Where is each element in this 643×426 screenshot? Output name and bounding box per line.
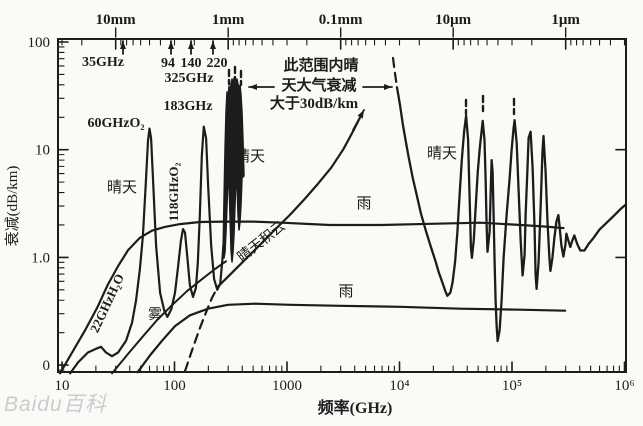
cumulus-continues-arrow-head (357, 110, 364, 119)
series-clear-sky-microwave (69, 125, 225, 375)
series-cumulus-solid (216, 114, 363, 288)
x-tick-label: 10⁴ (389, 378, 409, 394)
x-tick-label: 1000 (272, 378, 302, 394)
wavelength-label: 1mm (212, 12, 245, 28)
series-rain-light (136, 302, 567, 374)
y-tick-label: 10 (35, 143, 50, 159)
label-clear-sky-middle: 晴天 (235, 148, 265, 165)
x-axis-title: 频率(GHz) (318, 398, 393, 417)
series-clear-sky-325ghz-blob (222, 77, 245, 263)
baidu-watermark: Baidu百科 (4, 393, 107, 416)
y-tick-label: 100 (28, 35, 51, 51)
label-annotation-line-1: 此范围内晴 (283, 56, 358, 74)
label-line-60ghz-o2: 60GHzO₂ (87, 116, 144, 131)
x-tick-label: 100 (163, 378, 186, 394)
x-tick-label: 10⁶ (614, 378, 634, 394)
wavelength-label: 0.1mm (319, 12, 363, 28)
annotation-arrow-right-head (384, 84, 392, 90)
label-line-183ghz: 183GHz (164, 99, 213, 114)
series-cumulus-dashed (183, 285, 219, 373)
window-35ghz-arrow-head (120, 41, 126, 49)
label-fog-label: 雾 (148, 307, 162, 323)
label-annotation-line-2: 天大气衰减 (281, 76, 356, 94)
series-clear-sky-infrared (395, 86, 628, 343)
label-window-35ghz: 35GHz (82, 55, 124, 70)
window-140ghz-arrow-head (188, 41, 194, 49)
y-tick-label: 0 (43, 358, 51, 374)
series-fog (111, 260, 227, 375)
label-cumulus-label: 晴天积云 (235, 218, 289, 265)
label-line-118ghz-o2: 118GHzO₂ (166, 163, 181, 222)
label-window-140ghz: 140 (181, 56, 202, 71)
label-clear-sky-left: 晴天 (107, 179, 137, 196)
series-clear-sky-offscale-dashed (391, 56, 399, 89)
label-clear-sky-right: 晴天 (427, 145, 457, 162)
y-tick-label: 1.0 (31, 250, 50, 266)
label-rain-light-label: 雨 (338, 284, 353, 300)
y-axis-title: 衰减(dB/km) (4, 166, 21, 247)
label-line-325ghz: 325GHz (165, 71, 214, 86)
label-window-220ghz: 220 (207, 56, 228, 71)
x-tick-label: 10⁵ (502, 378, 522, 394)
window-94ghz-arrow-head (168, 41, 174, 49)
label-window-94ghz: 94 (161, 56, 175, 71)
label-line-22ghz-h2o: 22GHzH₂O (87, 271, 127, 335)
label-rain-heavy-label: 雨 (356, 196, 371, 212)
label-annotation-line-3: 大于30dB/km (270, 94, 359, 112)
wavelength-label: 10μm (435, 12, 472, 28)
window-220ghz-arrow-head (210, 41, 216, 49)
x-tick-label: 10 (55, 378, 70, 394)
wavelength-label: 1μm (551, 12, 580, 28)
series-rain-heavy (58, 220, 565, 375)
annotation-arrow-left-head (249, 84, 257, 90)
wavelength-label: 10mm (96, 12, 136, 28)
